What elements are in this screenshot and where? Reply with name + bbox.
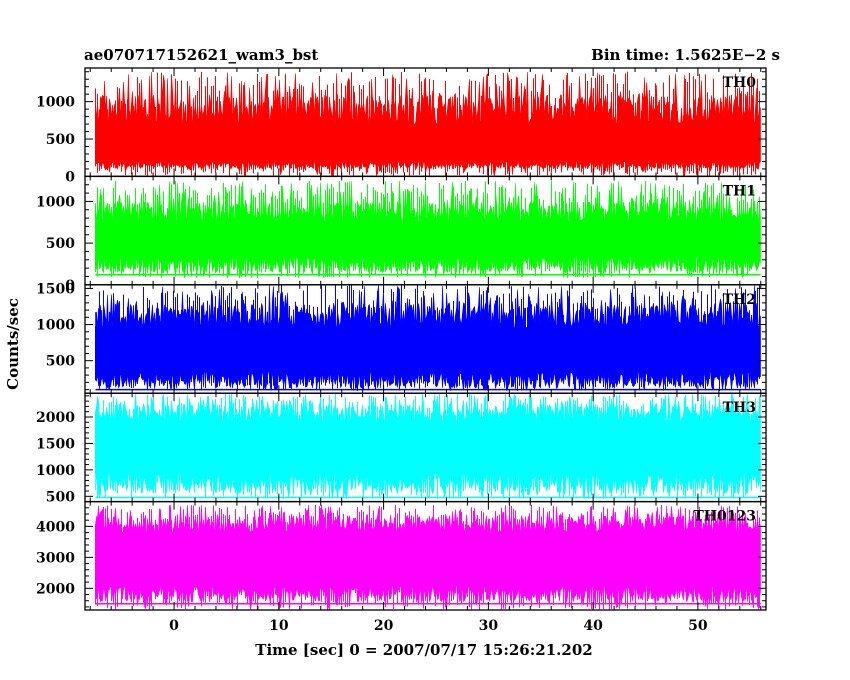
x-tick-label: 40 xyxy=(583,618,603,634)
series-th3 xyxy=(95,393,761,500)
y-tick-label: 0 xyxy=(65,169,75,185)
x-tick-label: 30 xyxy=(479,618,499,634)
panel-th3: 500 1000 1500 2000 TH3 xyxy=(36,392,767,505)
y-tick-label: 1000 xyxy=(36,463,75,479)
panel-th0: 0 500 1000 TH0 xyxy=(36,67,767,185)
y-tick-label: 0 xyxy=(65,278,75,294)
panel-th1: 0 500 1000 TH1 xyxy=(36,175,767,294)
panel-label: TH3 xyxy=(723,400,756,416)
x-axis: 0 10 20 30 40 50 xyxy=(169,618,708,634)
panel-label: TH0123 xyxy=(693,509,756,525)
y-tick-label: 4000 xyxy=(36,519,75,535)
panel-label: TH0 xyxy=(723,75,757,91)
y-tick-label: 500 xyxy=(46,489,75,505)
y-tick-label: 500 xyxy=(46,132,75,148)
x-tick-label: 10 xyxy=(269,618,289,634)
y-tick-label: 1000 xyxy=(36,194,75,210)
y-tick-label: 500 xyxy=(46,354,75,370)
x-tick-label: 20 xyxy=(374,618,394,634)
series-th0123 xyxy=(95,504,761,610)
y-tick-label: 1500 xyxy=(36,436,75,452)
y-tick-label: 1500 xyxy=(36,281,75,297)
panels: 0 500 1000 TH0 0 500 1000 TH1 500 1000 1500 TH2 500 1… xyxy=(36,67,767,611)
y-tick-label: 500 xyxy=(46,236,75,252)
panel-th2: 500 1000 1500 TH2 xyxy=(36,281,767,394)
y-tick-label: 1000 xyxy=(36,318,75,334)
x-tick-label: 50 xyxy=(688,618,708,634)
panel-label: TH2 xyxy=(723,292,756,308)
y-tick-label: 2000 xyxy=(36,581,75,597)
y-tick-label: 2000 xyxy=(36,410,75,426)
y-tick-label: 1000 xyxy=(36,95,75,111)
bin-time-label: Bin time: 1.5625E−2 s xyxy=(591,46,780,64)
chart-title: ae070717152621_wam3_bst xyxy=(84,46,318,64)
panel-label: TH1 xyxy=(723,183,756,199)
y-axis-title: Counts/sec xyxy=(4,298,22,390)
x-tick-label: 0 xyxy=(169,618,179,634)
series-th1 xyxy=(95,180,761,279)
y-tick-label: 3000 xyxy=(36,550,75,566)
panel-th0123: 2000 3000 4000 TH0123 xyxy=(36,500,767,611)
x-axis-title: Time [sec] 0 = 2007/07/17 15:26:21.202 xyxy=(255,641,592,659)
series-th0 xyxy=(95,71,761,177)
